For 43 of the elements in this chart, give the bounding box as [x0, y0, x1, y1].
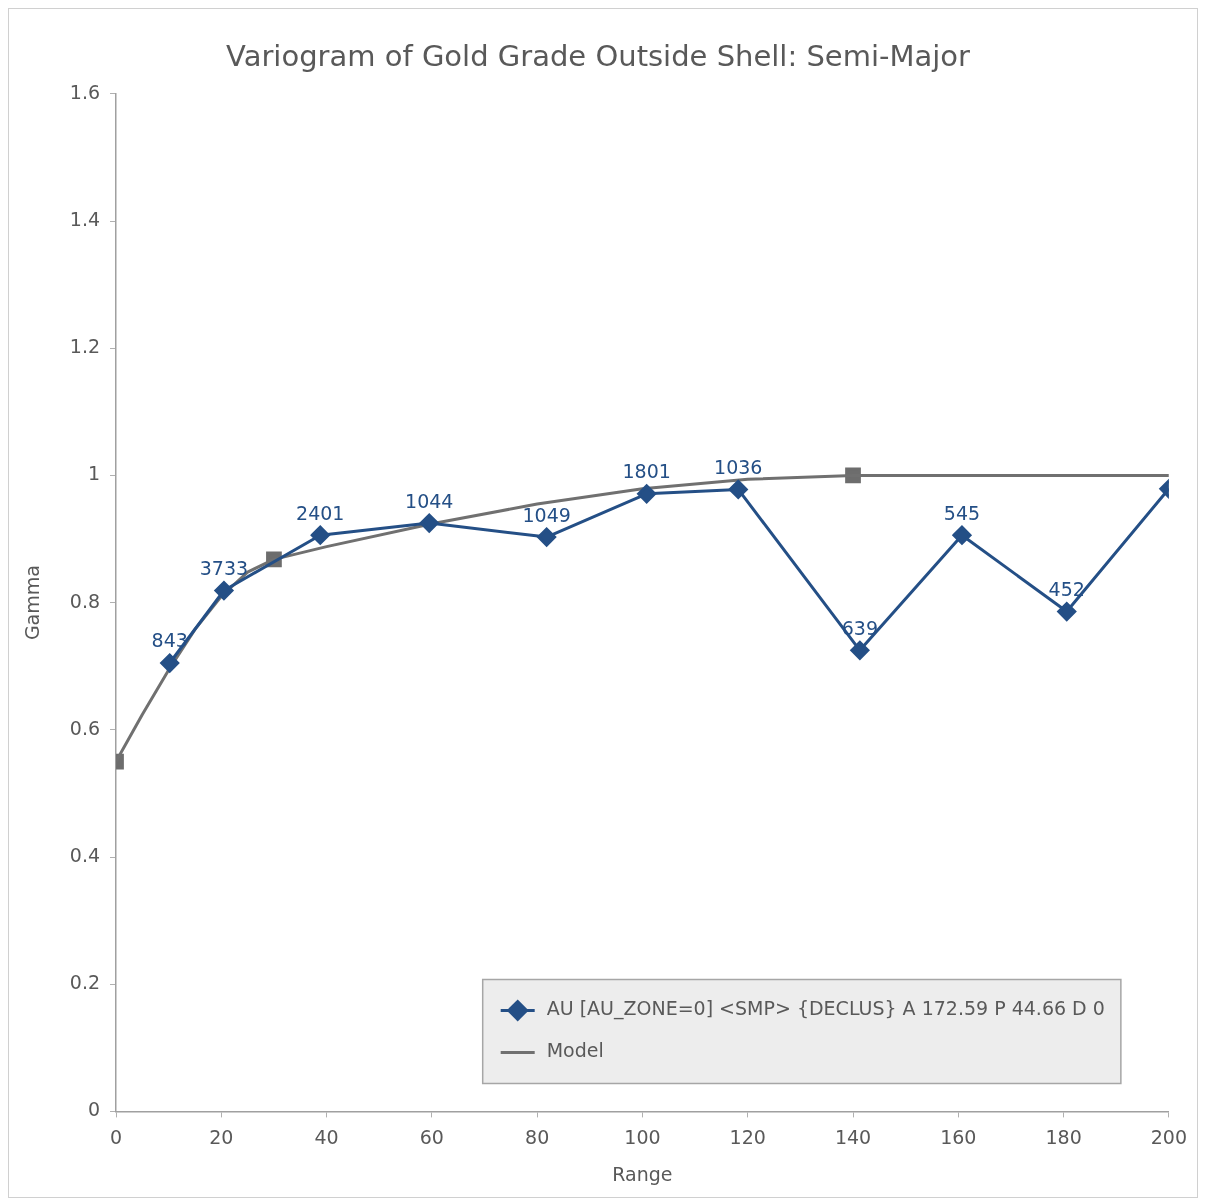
point	[537, 527, 557, 547]
y-tick-label: 1	[87, 462, 101, 485]
x-tick-label: 100	[624, 1125, 661, 1148]
point	[160, 653, 180, 673]
annotation: 2401	[296, 501, 345, 524]
annotation: 452	[1048, 577, 1085, 600]
x-tick-label: 160	[940, 1125, 977, 1148]
annotation: 545	[943, 501, 981, 524]
point	[1057, 602, 1077, 621]
x-tick-label: 80	[525, 1125, 550, 1148]
y-tick-label: 0.4	[69, 843, 101, 866]
y-tick-label: 0.8	[69, 589, 101, 612]
x-tick-label: 180	[1045, 1125, 1082, 1148]
point	[850, 640, 870, 660]
x-tick-label: 60	[419, 1125, 444, 1148]
x-tick-label: 200	[1150, 1125, 1187, 1148]
point	[214, 581, 234, 601]
annotation: 1044	[405, 489, 454, 512]
chart-title: Variogram of Gold Grade Outside Shell: Semi-Major	[226, 38, 970, 73]
y-tick-label: 0.2	[69, 971, 101, 994]
y-tick-label: 0.6	[69, 716, 101, 739]
x-axis-title: Range	[612, 1162, 673, 1185]
point	[728, 479, 748, 499]
annotation: 1049	[522, 503, 571, 526]
legend-label: Model	[546, 1039, 604, 1062]
annotation: 3733	[199, 556, 249, 579]
x-tick-label: 20	[209, 1125, 234, 1148]
annotation: 1036	[714, 455, 763, 478]
y-tick-label: 0	[87, 1098, 101, 1121]
y-tick-label: 1.4	[69, 207, 101, 230]
point	[419, 513, 439, 533]
point	[952, 525, 972, 545]
y-axis-title: Gamma	[21, 565, 44, 641]
point	[310, 525, 330, 545]
x-tick-label: 40	[314, 1125, 339, 1148]
x-tick-label: 120	[729, 1125, 766, 1148]
y-tick-label: 1.2	[69, 335, 101, 358]
x-tick-label: 0	[109, 1125, 123, 1148]
annotation: 1801	[622, 460, 671, 483]
x-tick-label: 140	[834, 1125, 872, 1148]
y-tick-label: 1.6	[69, 80, 101, 103]
point	[637, 484, 657, 504]
legend-label: AU [AU_ZONE=0] <SMP> {DECLUS} A 172.59 P 44.66 D 0	[546, 997, 1105, 1021]
